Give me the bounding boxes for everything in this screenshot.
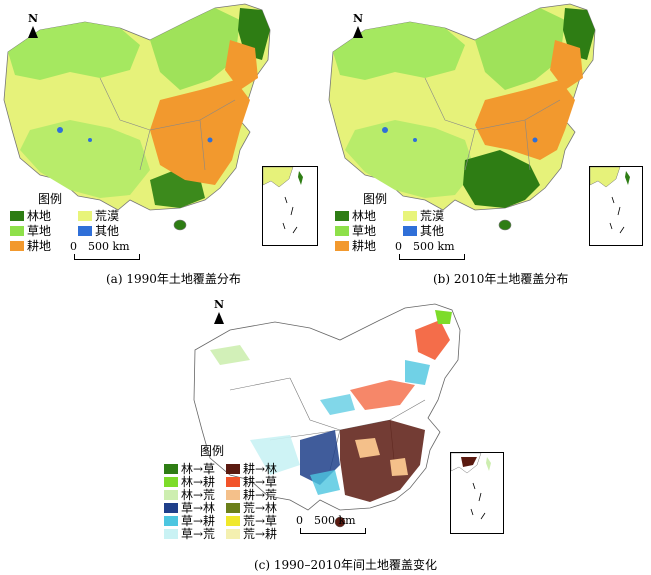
legend-item-grass-to-forest: 草→林	[164, 499, 215, 516]
map-panel-2010: N 图例 林地 草地 耕地 荒漠 其他 0 500 km (b) 2010年土地覆…	[325, 0, 645, 290]
legend-item-crop-to-forest: 耕→林	[226, 460, 277, 477]
legend-swatch	[10, 210, 24, 221]
legend-item-crop-to-grass: 耕→草	[226, 473, 277, 490]
legend-item-grassland: 草地	[10, 222, 51, 239]
legend-swatch	[335, 225, 349, 236]
legend-swatch	[164, 515, 178, 526]
scale-bar: 0 500 km	[70, 240, 150, 260]
land-cover-change-map	[193, 303, 461, 528]
scale-bar: 0 500 km	[296, 514, 376, 534]
legend-title: 图例	[363, 192, 388, 206]
south-china-sea-inset	[450, 452, 504, 534]
legend-item-desert: 荒漠	[403, 207, 444, 224]
map-panel-1990: N 图例 林地 草地 耕地 荒漠 其他 0 500 km (a) 1990年土地覆…	[0, 0, 320, 290]
legend-swatch	[226, 463, 240, 474]
scale-bar: 0 500 km	[395, 240, 475, 260]
legend-swatch	[164, 463, 178, 474]
legend-item-desert: 荒漠	[78, 207, 119, 224]
legend-swatch	[164, 489, 178, 500]
legend-item-crop-to-desert: 耕→荒	[226, 486, 277, 503]
legend-item-grassland: 草地	[335, 222, 376, 239]
legend-item-other: 其他	[403, 222, 444, 239]
legend-swatch	[335, 210, 349, 221]
legend-item-grass-to-desert: 草→荒	[164, 525, 215, 542]
legend-item-desert-to-crop: 荒→耕	[226, 525, 277, 542]
legend-swatch	[335, 240, 349, 251]
legend-item-forest-to-desert: 林→荒	[164, 486, 215, 503]
north-arrow: N	[212, 298, 226, 324]
legend-swatch	[164, 528, 178, 539]
caption-2010: (b) 2010年土地覆盖分布	[433, 272, 569, 286]
caption-1990: (a) 1990年土地覆盖分布	[106, 272, 241, 286]
legend-swatch	[403, 225, 417, 236]
map-panel-change: N 图例 林→草 林→耕 林→荒 草→林 草→耕 草→荒 耕→林 耕→草 耕→荒…	[150, 290, 510, 575]
legend-item-forest: 林地	[10, 207, 51, 224]
legend-item-forest-to-crop: 林→耕	[164, 473, 215, 490]
legend-item-forest-to-grass: 林→草	[164, 460, 215, 477]
legend-swatch	[164, 502, 178, 513]
legend-item-cropland: 耕地	[335, 237, 376, 254]
legend-swatch	[226, 476, 240, 487]
legend-swatch	[403, 210, 417, 221]
north-arrow: N	[351, 12, 365, 38]
south-china-sea-inset	[262, 166, 318, 246]
land-cover-map-2010	[328, 3, 596, 231]
legend-item-desert-to-grass: 荒→草	[226, 512, 277, 529]
legend-title: 图例	[38, 192, 63, 206]
legend-swatch	[226, 515, 240, 526]
legend-swatch	[78, 210, 92, 221]
legend-item-desert-to-forest: 荒→林	[226, 499, 277, 516]
legend-swatch	[164, 476, 178, 487]
legend-swatch	[10, 240, 24, 251]
legend-swatch	[10, 225, 24, 236]
legend-swatch	[226, 528, 240, 539]
south-china-sea-inset	[589, 166, 643, 246]
north-arrow: N	[26, 12, 40, 38]
legend-item-grass-to-crop: 草→耕	[164, 512, 215, 529]
land-cover-map-1990	[3, 3, 271, 231]
legend-title: 图例	[200, 444, 225, 458]
legend-item-forest: 林地	[335, 207, 376, 224]
legend-swatch	[78, 225, 92, 236]
legend-item-other: 其他	[78, 222, 119, 239]
caption-change: (c) 1990–2010年间土地覆盖变化	[254, 558, 437, 572]
legend-item-cropland: 耕地	[10, 237, 51, 254]
legend-swatch	[226, 489, 240, 500]
legend-swatch	[226, 502, 240, 513]
